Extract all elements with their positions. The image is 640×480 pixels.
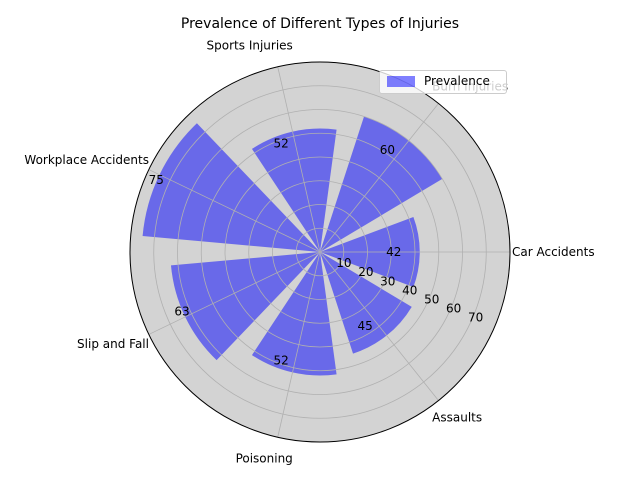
legend-swatch xyxy=(387,76,415,87)
radial-tick-label: 30 xyxy=(380,274,395,288)
chart-title: Prevalence of Different Types of Injurie… xyxy=(181,16,459,32)
radial-tick-label: 40 xyxy=(402,283,417,297)
grid-spoke xyxy=(148,251,321,335)
data-label: 63 xyxy=(174,305,189,319)
legend: Prevalence xyxy=(379,70,507,94)
data-label: 42 xyxy=(386,245,401,259)
data-label: 52 xyxy=(274,354,289,368)
legend-label: Prevalence xyxy=(424,74,490,88)
grid-spoke xyxy=(148,169,321,253)
data-label: 52 xyxy=(274,136,289,150)
category-label: Assaults xyxy=(432,411,482,425)
category-label: Slip and Fall xyxy=(77,337,149,351)
bar-slip-and-fall xyxy=(170,252,320,361)
data-label: 60 xyxy=(380,143,395,157)
grid-spoke xyxy=(319,103,439,253)
data-label: 45 xyxy=(358,319,373,333)
category-label: Workplace Accidents xyxy=(24,153,149,167)
radial-tick-label: 70 xyxy=(468,311,483,325)
grid-spoke xyxy=(277,66,321,253)
category-label: Sports Injuries xyxy=(207,38,293,52)
radial-tick-label: 20 xyxy=(358,265,373,279)
bar-poisoning xyxy=(251,252,337,376)
radial-tick-label: 10 xyxy=(336,256,351,270)
grid-layer xyxy=(148,66,510,438)
bar-burn-injuries xyxy=(320,116,443,252)
grid-spoke xyxy=(319,251,439,401)
category-label: Car Accidents xyxy=(512,245,595,259)
bars-layer xyxy=(142,116,443,376)
bar-assaults xyxy=(320,252,412,354)
radial-tick-label: 50 xyxy=(424,292,439,306)
bar-workplace-accidents xyxy=(142,123,320,252)
category-label: Poisoning xyxy=(236,452,293,466)
data-label: 75 xyxy=(149,173,164,187)
bar-sports-injuries xyxy=(251,128,337,252)
grid-spoke xyxy=(277,251,321,438)
radial-tick-label: 60 xyxy=(446,302,461,316)
polar-frame xyxy=(129,61,511,443)
